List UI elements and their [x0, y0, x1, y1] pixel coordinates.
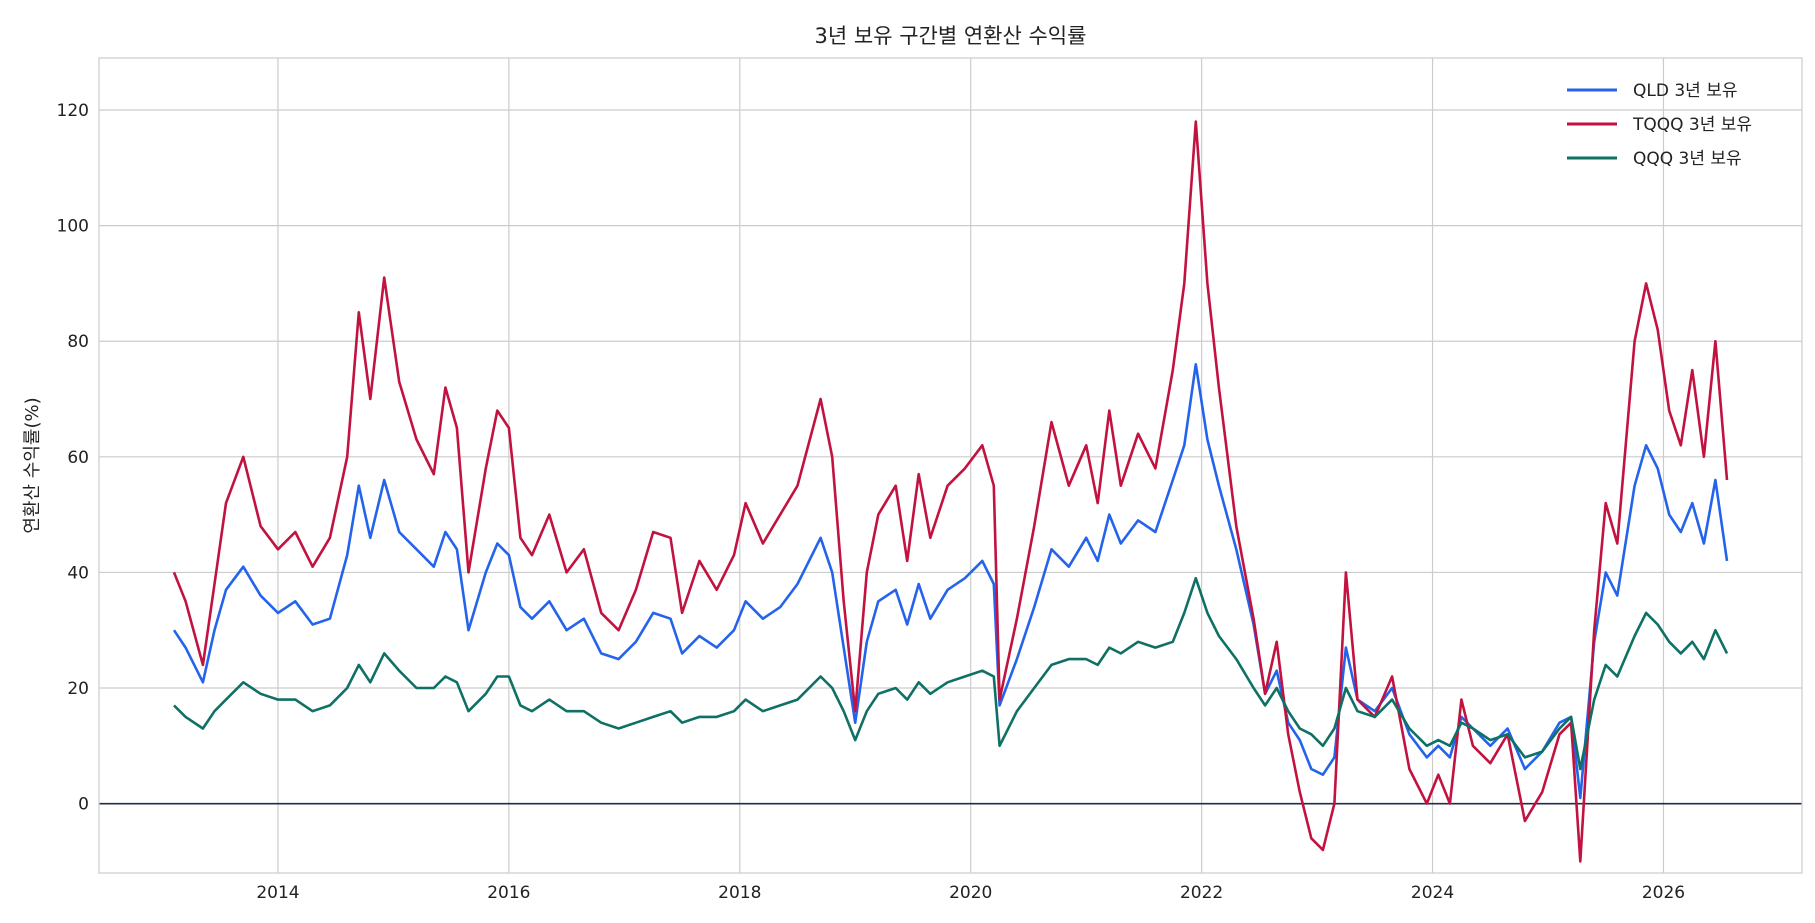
series-line-2 — [173, 576, 1729, 771]
legend: QLD 3년 보유 TQQQ 3년 보유 QQQ 3년 보유 — [1567, 81, 1752, 169]
x-tick-label: 2024 — [1411, 883, 1454, 903]
x-tick-label: 2020 — [949, 883, 992, 903]
series-lines — [172, 120, 1729, 863]
y-tick-label: 60 — [67, 448, 89, 468]
grid — [99, 58, 1802, 873]
legend-label-0: QLD 3년 보유 — [1633, 81, 1738, 101]
tick-labels: 2014 2016 2018 2020 2022 2024 2026 0 20 40 60 80 100… — [57, 101, 1686, 903]
y-tick-label: 20 — [67, 679, 89, 699]
y-tick-label: 80 — [67, 332, 89, 352]
y-tick-label: 120 — [57, 101, 89, 121]
y-tick-label: 0 — [78, 795, 89, 815]
y-tick-label: 40 — [67, 563, 89, 583]
legend-label-2: QQQ 3년 보유 — [1633, 149, 1742, 169]
x-tick-label: 2026 — [1642, 883, 1685, 903]
plot-frame — [98, 57, 1803, 874]
x-tick-label: 2016 — [487, 883, 530, 903]
x-tick-label: 2022 — [1180, 883, 1223, 903]
x-tick-label: 2014 — [256, 883, 299, 903]
series-line-1 — [172, 120, 1729, 863]
y-axis-label: 연환산 수익률(%) — [22, 397, 43, 533]
x-tick-label: 2018 — [718, 883, 761, 903]
chart-title: 3년 보유 구간별 연환산 수익률 — [815, 24, 1087, 48]
legend-label-1: TQQQ 3년 보유 — [1632, 115, 1752, 135]
series-line-0 — [172, 363, 1729, 800]
y-tick-label: 100 — [57, 217, 89, 237]
